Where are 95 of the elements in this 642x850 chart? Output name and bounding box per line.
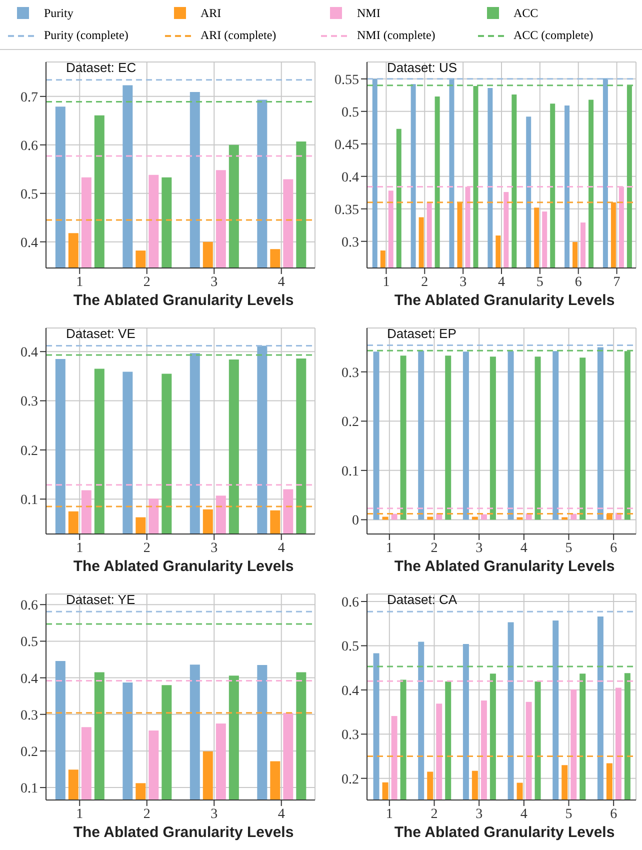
bar	[445, 356, 452, 520]
x-tick-label: 4	[520, 540, 528, 556]
x-tick-label: 3	[210, 806, 218, 822]
annotation: Dataset: VE	[66, 326, 136, 341]
annotation: Dataset: YE	[66, 592, 136, 607]
y-tick-label: 0.3	[342, 728, 359, 744]
legend-label: NMI (complete)	[357, 28, 436, 44]
x-tick-label: 1	[386, 540, 393, 556]
y-tick-label: 0.6	[20, 138, 38, 154]
x-tick-label: 3	[210, 274, 218, 290]
y-tick-label: 0.7	[20, 90, 38, 106]
annotation: Dataset: US	[387, 60, 458, 75]
bar	[516, 517, 523, 520]
y-tick-label: 0.3	[20, 394, 38, 410]
annotation: Dataset: EC	[66, 60, 136, 75]
x-tick-label: 6	[610, 540, 618, 556]
x-tick-label: 6	[610, 806, 618, 822]
y-tick-label: 0.2	[20, 744, 38, 760]
x-tick-label: 5	[565, 806, 572, 822]
x-tick-label: 3	[476, 806, 483, 822]
x-tick-label: 1	[76, 274, 84, 290]
bar	[480, 514, 487, 520]
x-axis-title: The Ablated Granularity Levels	[393, 824, 616, 843]
legend-label: ARI	[200, 6, 222, 21]
y-tick-label: 0.4	[342, 684, 359, 699]
y-tick-label: 0.2	[342, 772, 359, 788]
x-tick-label: 3	[476, 540, 483, 556]
y-tick-label: 0.55	[334, 72, 359, 88]
x-tick-label: 4	[278, 806, 285, 822]
y-tick-label: 0.1	[20, 493, 38, 508]
annotation: Dataset: CA	[387, 592, 458, 607]
y-tick-label: 0	[352, 514, 359, 529]
y-tick-label: 0.4	[342, 170, 359, 186]
bar	[462, 352, 469, 520]
x-tick-label: 4	[278, 540, 285, 556]
x-tick-label: 5	[565, 540, 572, 556]
x-tick-label: 2	[430, 540, 438, 556]
x-tick-label: 3	[210, 540, 218, 556]
x-axis-title: The Ablated Granularity Levels	[393, 558, 616, 577]
y-tick-label: 0.3	[342, 235, 359, 250]
x-axis-title: The Ablated Granularity Levels	[72, 824, 295, 843]
bar	[391, 514, 398, 520]
bar	[552, 351, 559, 520]
bar	[597, 347, 604, 520]
x-tick-label: 6	[574, 274, 582, 290]
bar	[373, 352, 380, 520]
y-tick-label: 0.4	[20, 236, 38, 251]
x-tick-label: 4	[498, 274, 505, 290]
y-tick-label: 0.2	[342, 415, 359, 430]
x-tick-label: 2	[143, 540, 150, 556]
x-tick-label: 2	[430, 806, 438, 822]
legend-label: ACC (complete)	[514, 28, 594, 44]
x-tick-label: 1	[76, 540, 84, 556]
x-tick-label: 2	[143, 274, 150, 290]
x-axis-title: The Ablated Granularity Levels	[72, 558, 295, 577]
y-tick-label: 0.1	[342, 464, 359, 480]
bar	[508, 351, 514, 520]
y-tick-label: 0.5	[342, 640, 359, 655]
x-tick-label: 4	[278, 274, 285, 290]
y-tick-label: 0.1	[20, 782, 38, 797]
y-tick-label: 0.5	[20, 187, 38, 202]
y-tick-label: 0.3	[342, 366, 359, 381]
y-tick-label: 0.6	[20, 598, 38, 614]
x-tick-label: 4	[520, 806, 528, 822]
x-tick-label: 5	[536, 274, 544, 290]
y-tick-label: 0.45	[334, 138, 359, 153]
bar	[534, 356, 541, 520]
x-tick-label: 2	[143, 806, 150, 822]
x-axis-title: The Ablated Granularity Levels	[393, 292, 616, 311]
y-tick-label: 0.4	[20, 672, 38, 687]
bar	[562, 517, 568, 520]
x-tick-label: 1	[386, 806, 393, 822]
bar	[490, 356, 496, 520]
y-tick-label: 0.35	[334, 202, 359, 218]
annotation: Dataset: EP	[387, 326, 456, 341]
x-tick-label: 7	[613, 274, 620, 290]
legend-label: ARI (complete)	[200, 28, 276, 44]
y-tick-label: 0.2	[20, 444, 38, 459]
x-tick-label: 2	[421, 274, 428, 290]
legend-label: Purity (complete)	[44, 28, 128, 44]
y-tick-label: 0.5	[20, 635, 38, 650]
bar	[418, 350, 424, 520]
y-tick-label: 0.4	[20, 346, 38, 361]
bar	[580, 358, 586, 520]
x-tick-label: 1	[76, 806, 84, 822]
x-tick-label: 3	[460, 274, 467, 290]
y-tick-label: 0.5	[342, 105, 359, 120]
x-tick-label: 1	[382, 274, 390, 290]
x-axis-title: The Ablated Granularity Levels	[72, 292, 295, 311]
legend-label: Purity	[44, 6, 74, 21]
bar	[400, 356, 406, 520]
legend-label: NMI	[357, 6, 380, 21]
y-tick-label: 0.3	[20, 708, 38, 724]
y-tick-label: 0.6	[342, 595, 359, 610]
legend-label: ACC	[514, 6, 538, 21]
